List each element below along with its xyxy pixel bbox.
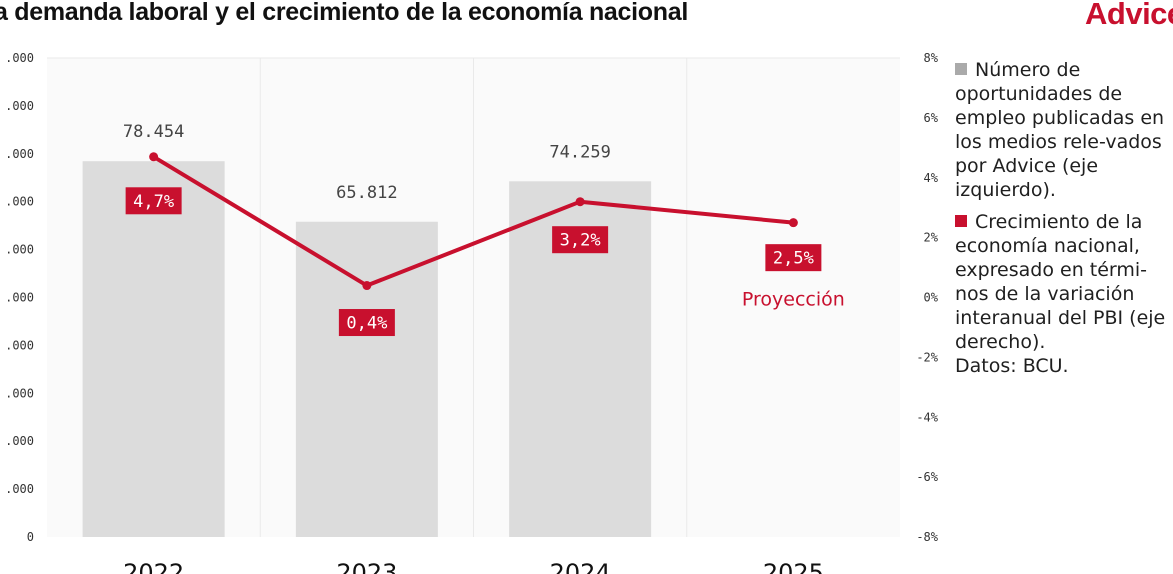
legend-item-bars: Número de oportunidades de empleo public… (955, 58, 1173, 202)
left-axis-tick-label: .000 (5, 147, 34, 161)
legend-label-line: Crecimiento de la economía nacional, exp… (955, 211, 1166, 353)
left-axis-tick-label: .000 (5, 51, 34, 65)
left-axis-tick-label: .000 (5, 434, 34, 448)
growth-label: 4,7% (133, 192, 174, 212)
left-axis-tick-label: 0 (27, 530, 34, 544)
growth-label-box (765, 244, 822, 272)
right-axis-tick-label: 0% (924, 291, 939, 305)
chart-canvas: 0 .000 .000 .000 .000 .000 .000 .000 .000 .000 .00… (5, 51, 939, 574)
growth-label: 0,4% (346, 314, 387, 334)
growth-point (788, 218, 798, 228)
chart-title: a demanda laboral y el crecimiento de la… (0, 0, 688, 26)
right-axis-tick-label: 6% (924, 111, 939, 125)
x-axis-category-label: 2025 (763, 559, 824, 574)
right-axis-tick-label: 2% (924, 231, 939, 245)
growth-point (149, 152, 159, 162)
bar-value-label: 65.812 (336, 183, 397, 203)
growth-point (362, 281, 372, 291)
growth-label: 2,5% (773, 249, 814, 269)
bar-value-label: 78.454 (123, 122, 184, 142)
legend-item-line: Crecimiento de la economía nacional, exp… (955, 210, 1173, 354)
growth-point (575, 197, 585, 207)
left-axis-tick-label: .000 (5, 482, 34, 496)
legend-square-icon-gray (955, 63, 967, 75)
right-axis-tick-label: -8% (916, 530, 938, 544)
growth-line (152, 155, 794, 288)
left-axis-tick-label: .000 (5, 195, 34, 209)
left-axis-tick-label: .000 (5, 99, 34, 113)
bar-value-label: 74.259 (549, 142, 610, 162)
growth-label-box (125, 187, 182, 215)
right-axis-tick-label: -6% (916, 470, 938, 484)
right-axis-tick-label: 4% (924, 171, 939, 185)
left-axis-tick-label: .000 (5, 338, 34, 352)
right-axis-tick-label: 8% (924, 51, 939, 65)
left-axis-tick-label: .000 (5, 291, 34, 305)
growth-label-box (552, 226, 609, 254)
right-axis-tick-label: -2% (916, 350, 938, 364)
projection-annotation: Proyección (742, 289, 845, 311)
growth-label-box (338, 309, 395, 337)
legend-square-icon-red (955, 215, 967, 227)
x-axis-category-label: 2023 (336, 559, 397, 574)
growth-label: 3,2% (560, 231, 601, 251)
x-axis-category-label: 2024 (550, 559, 611, 574)
left-axis-tick-label: .000 (5, 386, 34, 400)
left-axis-tick-label: .000 (5, 243, 34, 257)
legend-source: Datos: BCU. (955, 355, 1069, 377)
right-axis-tick-label: -4% (916, 410, 938, 424)
bar (295, 221, 438, 538)
legend: Número de oportunidades de empleo public… (955, 58, 1173, 378)
x-axis-category-label: 2022 (123, 559, 184, 574)
bar (82, 161, 225, 538)
legend-label-bars: Número de oportunidades de empleo public… (955, 59, 1165, 201)
advice-logo: Advice (1085, 0, 1173, 31)
